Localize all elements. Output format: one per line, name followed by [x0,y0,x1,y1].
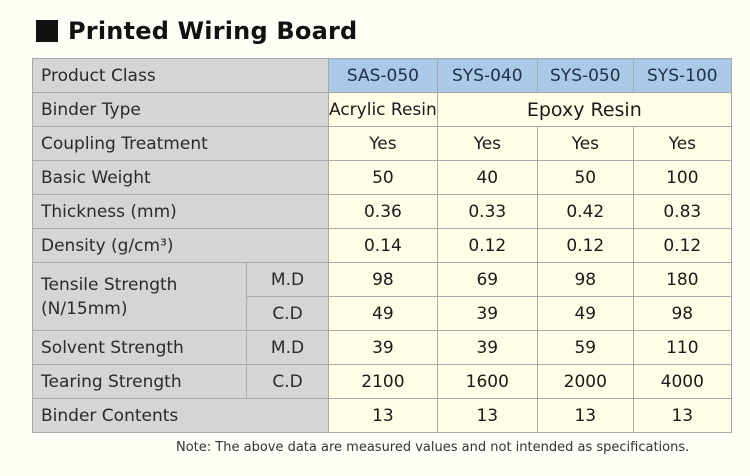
table-row-product-class: Product Class SAS-050 SYS-040 SYS-050 SY… [32,58,732,93]
table-cell: 4000 [632,364,732,399]
table-cell: 0.33 [436,194,538,229]
table-row-tensile-md: Tensile Strength (N/15mm) M.D 98 69 98 1… [32,262,732,331]
binder-type-acrylic: Acrylic Resin [328,92,438,127]
product-header: SAS-050 [328,58,438,93]
table-cell: 50 [536,160,634,195]
page-title: Printed Wiring Board [36,14,357,48]
table-row-basic-weight: Basic Weight 50 40 50 100 [32,160,732,195]
table-cell: Yes [632,126,732,161]
sub-label-md: M.D [246,330,329,365]
table-cell: Yes [436,126,538,161]
table-cell: 13 [436,398,538,433]
table-cell: 110 [632,330,732,365]
row-label-thickness: Thickness (mm) [32,194,329,229]
table-cell: 0.12 [436,228,538,263]
table-cell: 39 [436,330,538,365]
table-cell: Yes [328,126,438,161]
table-row-binder-type: Binder Type Acrylic Resin Epoxy Resin [32,92,732,127]
table-cell: 98 [536,262,634,297]
table-cell: 0.83 [632,194,732,229]
table-cell: 0.12 [632,228,732,263]
table-cell: 0.42 [536,194,634,229]
product-header: SYS-050 [536,58,634,93]
sub-label-cd: C.D [246,296,329,331]
table-row-solvent: Solvent Strength M.D 39 39 59 110 [32,330,732,365]
table-cell: 13 [632,398,732,433]
table-cell: Yes [536,126,634,161]
table-cell: 50 [328,160,438,195]
row-label-density: Density (g/cm³) [32,228,329,263]
row-label-tensile: Tensile Strength (N/15mm) [32,262,247,331]
table-cell: 0.36 [328,194,438,229]
table-cell: 98 [328,262,438,297]
table-cell: 40 [436,160,538,195]
tensile-label-line1: Tensile Strength [41,274,178,295]
footnote: Note: The above data are measured values… [176,440,690,455]
table-cell: 13 [328,398,438,433]
row-label-tearing: Tearing Strength [32,364,247,399]
table-cell: 0.14 [328,228,438,263]
table-cell: 13 [536,398,634,433]
spec-table: Product Class SAS-050 SYS-040 SYS-050 SY… [32,58,732,433]
table-cell: 49 [536,296,634,331]
table-cell: 39 [436,296,538,331]
table-row-binder-contents: Binder Contents 13 13 13 13 [32,398,732,433]
table-cell: 98 [632,296,732,331]
table-cell: 100 [632,160,732,195]
row-label-binder-contents: Binder Contents [32,398,329,433]
table-cell: 0.12 [536,228,634,263]
table-row-thickness: Thickness (mm) 0.36 0.33 0.42 0.83 [32,194,732,229]
table-cell: 2100 [328,364,438,399]
row-label-coupling: Coupling Treatment [32,126,329,161]
table-cell: 2000 [536,364,634,399]
page-title-text: Printed Wiring Board [68,17,358,45]
row-label-binder-type: Binder Type [32,92,329,127]
sub-label-cd: C.D [246,364,329,399]
binder-type-epoxy: Epoxy Resin [436,92,732,127]
table-row-tensile-cd: C.D 49 39 49 98 [33,296,732,331]
table-cell: 180 [632,262,732,297]
table-cell: 69 [436,262,538,297]
row-label-solvent: Solvent Strength [32,330,247,365]
table-cell: 59 [536,330,634,365]
product-header: SYS-040 [436,58,538,93]
table-cell: 49 [328,296,438,331]
table-row-tearing: Tearing Strength C.D 2100 1600 2000 4000 [32,364,732,399]
sub-label-md: M.D [246,262,329,297]
table-cell: 1600 [436,364,538,399]
table-row-coupling: Coupling Treatment Yes Yes Yes Yes [32,126,732,161]
row-label-product-class: Product Class [32,58,329,93]
row-label-basic-weight: Basic Weight [32,160,329,195]
tensile-label-line2: (N/15mm) [41,298,128,319]
table-cell: 39 [328,330,438,365]
table-row-density: Density (g/cm³) 0.14 0.12 0.12 0.12 [32,228,732,263]
product-header: SYS-100 [632,58,732,93]
title-square-icon [36,20,58,42]
